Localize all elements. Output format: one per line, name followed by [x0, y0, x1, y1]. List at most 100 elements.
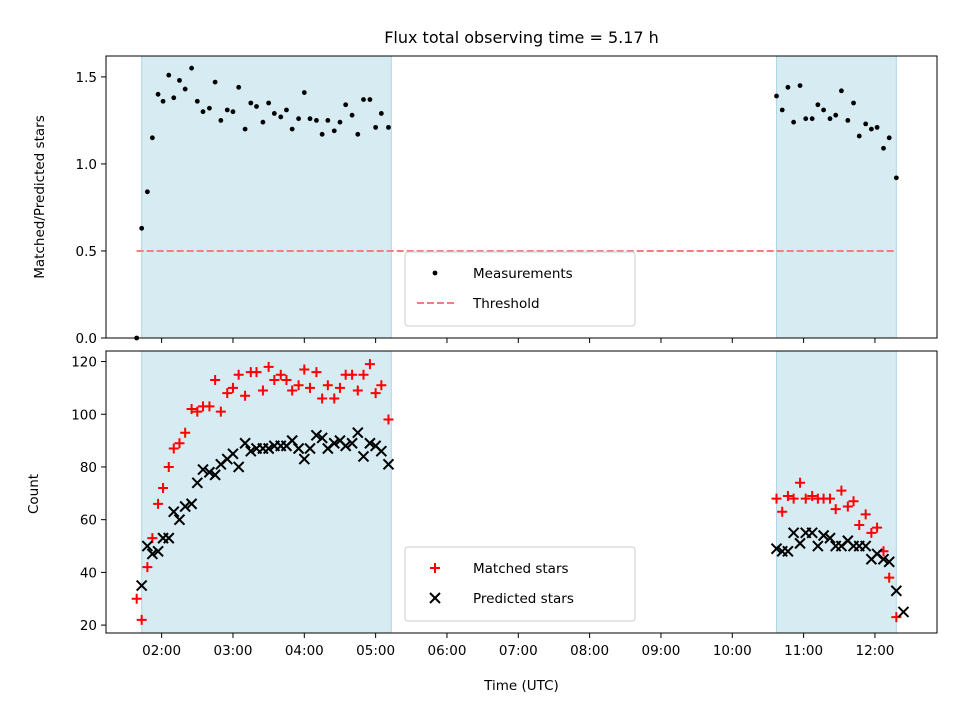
top-y-tick-label: 1.5 [76, 70, 97, 86]
bottom-y-tick-label: 120 [71, 355, 97, 371]
bottom-matched-stars-point [240, 390, 251, 401]
top-measurements-point [278, 114, 284, 120]
top-measurements-point [254, 104, 259, 109]
top-measurements-point [242, 126, 248, 132]
bottom-predicted-stars-point [239, 437, 251, 449]
bottom-matched-stars-point [305, 382, 316, 393]
bottom-predicted-stars-point [339, 440, 352, 452]
top-measurements-point [791, 119, 797, 125]
bottom-matched-stars-point [884, 572, 895, 583]
top-measurements-point [886, 135, 892, 141]
top-measurements-point [349, 112, 355, 118]
bottom-matched-stars-point [872, 522, 883, 533]
bottom-predicted-stars-point [135, 579, 148, 592]
bottom-matched-stars-point [329, 393, 340, 404]
bottom-matched-stars-point [866, 527, 877, 538]
bottom-panel: 20 40 60 80 100 120 02:00 03:00 04:00 05:00 06:00 0… [71, 350, 938, 659]
top-measurements-point [266, 100, 272, 106]
bottom-x-tick-label: 04:00 [285, 643, 324, 659]
bottom-matched-stars-point [891, 612, 902, 623]
top-measurements-point [355, 131, 361, 137]
top-measurements-point [845, 118, 851, 123]
top-measurements-point [260, 119, 266, 125]
bottom-predicted-stars-point [806, 527, 818, 539]
bottom-predicted-stars-point [262, 442, 275, 455]
top-measurements-point [343, 102, 349, 108]
bottom-matched-stars-point [334, 382, 345, 393]
bottom-axes-frame [105, 350, 938, 634]
bottom-x-tick-label: 05:00 [356, 643, 395, 659]
bottom-predicted-stars-point [168, 506, 180, 518]
top-measurements-point [809, 116, 815, 122]
bottom-predicted-stars-point [227, 448, 239, 460]
bottom-predicted-stars-point [364, 437, 376, 449]
top-measurements-point [194, 98, 200, 104]
top-measurements-point [361, 97, 366, 102]
top-measurements-point [236, 84, 242, 90]
bottom-predicted-stars-point [812, 540, 824, 552]
top-measurements-point [337, 119, 343, 125]
bottom-matched-stars-point [376, 380, 387, 391]
bottom-x-tick-label: 03:00 [214, 643, 253, 659]
bottom-x-tick-label: 06:00 [428, 643, 467, 659]
bottom-matched-stars-point [204, 401, 215, 412]
bottom-matched-stars-point [192, 406, 203, 417]
top-panel: 0.0 0.5 1.0 1.5 Measurements Threshold [76, 55, 938, 347]
bottom-predicted-stars-point [375, 445, 388, 457]
bottom-matched-stars-point [322, 380, 333, 391]
top-measurements-point [207, 105, 212, 111]
bottom-matched-stars-point [269, 374, 280, 385]
top-measurements-point [182, 86, 188, 92]
bottom-matched-stars-point [215, 406, 226, 417]
bottom-matched-stars-point [836, 485, 847, 496]
bottom-matched-stars-point [842, 501, 853, 512]
bottom-matched-stars-point [275, 369, 286, 380]
bottom-matched-stars-point [257, 385, 268, 396]
bottom-matched-stars-point [131, 593, 142, 604]
top-measurements-point [149, 135, 155, 141]
top-legend-label: Threshold [472, 296, 540, 312]
top-measurements-point [874, 124, 880, 130]
top-measurements-point [230, 109, 236, 115]
bottom-predicted-stars-point [316, 432, 328, 444]
bottom-predicted-stars-point [191, 477, 204, 489]
bottom-matched-stars-point [136, 614, 147, 625]
bottom-y-axis-label: Count [26, 474, 42, 514]
bottom-predicted-stars-point [824, 532, 836, 544]
bottom-matched-stars-point [163, 461, 174, 472]
bottom-matched-stars-point [180, 427, 191, 438]
bottom-predicted-stars-point [382, 458, 395, 471]
top-measurements-point [856, 133, 862, 139]
bottom-x-tick-label: 02:00 [142, 643, 181, 659]
bottom-predicted-stars-point [179, 500, 191, 513]
bottom-shaded-interval-1 [776, 351, 897, 633]
top-measurements-point [803, 116, 809, 122]
bottom-y-tick-label: 60 [80, 513, 97, 529]
bottom-matched-stars-point [317, 393, 328, 404]
bottom-predicted-stars-point [185, 498, 198, 510]
top-measurements-point [868, 126, 874, 132]
bottom-matched-stars-point [311, 367, 322, 378]
top-measurements-point [139, 225, 145, 231]
bottom-matched-stars-point [233, 369, 244, 380]
bottom-predicted-stars-point [163, 532, 175, 544]
top-legend-marker [432, 270, 438, 276]
top-measurements-point [815, 102, 821, 108]
bottom-matched-stars-point [142, 562, 153, 573]
chart-title: Flux total observing time = 5.17 h [384, 28, 659, 47]
top-measurements-point [331, 128, 337, 134]
bottom-predicted-stars-point [232, 461, 245, 473]
top-measurements-point [224, 107, 230, 113]
bottom-legend-marker [429, 592, 441, 604]
bottom-predicted-stars-point [897, 606, 910, 618]
bottom-predicted-stars-point [794, 537, 806, 550]
bottom-predicted-stars-point [357, 450, 370, 463]
top-shaded-interval-0 [141, 56, 392, 338]
bottom-legend-label: Matched stars [473, 561, 569, 577]
top-measurements-point [378, 111, 384, 116]
bottom-predicted-stars-point [310, 429, 323, 442]
top-y-tick-label: 1.0 [76, 157, 97, 173]
bottom-matched-stars-point [782, 490, 793, 501]
top-measurements-point [779, 107, 785, 113]
